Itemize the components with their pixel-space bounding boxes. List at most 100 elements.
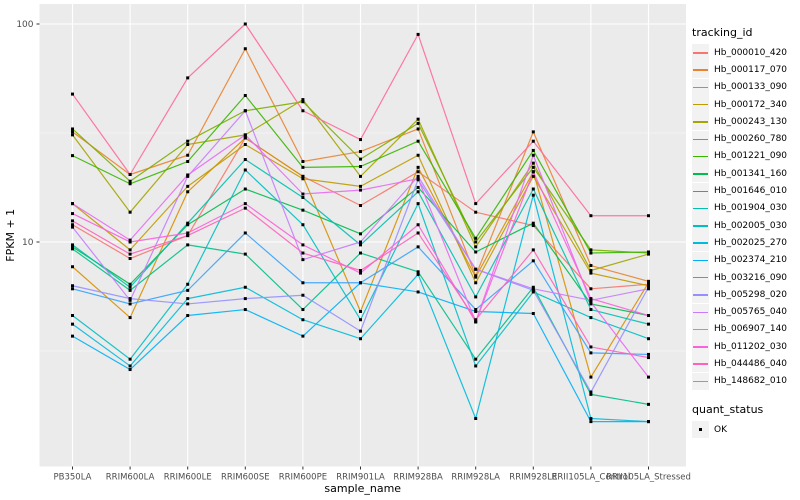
data-point — [531, 174, 535, 178]
legend-item-Hb_002005_030: Hb_002005_030 — [692, 217, 798, 235]
legend-item-label: Hb_000260_780 — [714, 134, 788, 145]
data-point — [474, 320, 478, 324]
data-point — [186, 221, 190, 225]
data-point — [359, 174, 362, 178]
data-point — [71, 265, 74, 269]
legend-key — [692, 165, 709, 183]
data-point — [416, 270, 420, 274]
legend-item-label: Hb_001341_160 — [714, 168, 788, 179]
data-point — [71, 202, 74, 206]
data-point — [243, 143, 247, 147]
legend-item-label: Hb_003216_090 — [714, 272, 788, 283]
data-point — [416, 223, 420, 227]
data-point — [647, 281, 650, 285]
legend-item-Hb_003216_090: Hb_003216_090 — [692, 269, 798, 286]
data-point — [531, 130, 535, 134]
data-point — [301, 174, 305, 178]
data-point — [589, 345, 593, 349]
legend-item-Hb_001221_090: Hb_001221_090 — [692, 147, 798, 165]
data-point — [243, 187, 247, 191]
x-tick-label: RRIM600SE — [221, 473, 270, 483]
legend-line-swatch — [693, 294, 708, 296]
data-point — [647, 314, 650, 318]
data-point — [128, 257, 132, 261]
legend-item-Hb_000243_130: Hb_000243_130 — [692, 113, 798, 131]
data-point — [128, 210, 132, 214]
data-point — [474, 318, 478, 322]
data-point — [589, 298, 593, 302]
data-point — [416, 165, 420, 169]
data-point — [416, 139, 420, 143]
data-point — [589, 392, 593, 396]
legend-item-label: Hb_002374_210 — [714, 255, 788, 266]
data-point — [71, 212, 74, 216]
data-point — [243, 202, 247, 206]
data-point — [186, 184, 190, 188]
data-point — [647, 337, 650, 341]
data-point — [589, 316, 593, 320]
data-point — [301, 192, 305, 196]
data-point — [589, 417, 593, 421]
legend-key — [692, 303, 709, 321]
x-tick-label: RRII105LA_Stressed — [606, 473, 691, 483]
legend-key — [692, 61, 709, 79]
data-point — [647, 352, 650, 356]
data-point — [474, 357, 478, 361]
panel-background — [39, 4, 686, 467]
legend-line-swatch — [693, 259, 708, 262]
data-point — [359, 269, 362, 273]
data-point — [128, 282, 132, 286]
data-point — [186, 139, 190, 143]
data-point — [71, 92, 74, 96]
data-point — [531, 285, 535, 289]
legend-item-Hb_000133_090: Hb_000133_090 — [692, 78, 798, 96]
data-point — [474, 295, 478, 299]
data-point — [589, 251, 593, 255]
data-point — [474, 281, 478, 285]
data-point — [416, 245, 420, 249]
legend-item-label: Hb_001646_010 — [714, 186, 788, 197]
data-point — [589, 297, 593, 301]
data-point — [243, 252, 247, 256]
x-axis-title: sample_name — [324, 482, 401, 495]
y-tick-label: 100 — [16, 20, 33, 30]
data-point — [589, 264, 593, 268]
data-point — [186, 231, 190, 235]
data-point — [531, 193, 535, 197]
quant-status-key — [692, 421, 709, 439]
data-point — [301, 223, 305, 227]
data-point — [301, 100, 305, 104]
legend-item-Hb_001646_010: Hb_001646_010 — [692, 182, 798, 200]
legend-item-Hb_002374_210: Hb_002374_210 — [692, 251, 798, 269]
data-point — [589, 375, 593, 379]
data-point — [589, 214, 593, 218]
data-point — [301, 208, 305, 212]
data-point — [359, 204, 362, 208]
data-point — [128, 298, 132, 302]
data-point — [359, 251, 362, 255]
data-point — [128, 368, 132, 372]
data-point — [128, 297, 132, 301]
data-point — [531, 170, 535, 174]
legend-item-label: Hb_005298_020 — [714, 289, 788, 300]
legend-line-swatch — [693, 380, 708, 383]
quant-status-item: OK — [692, 421, 798, 439]
legend-line-swatch — [693, 363, 708, 365]
data-point — [589, 420, 593, 424]
data-point — [589, 351, 593, 355]
legend-key — [692, 199, 709, 217]
data-point — [359, 337, 362, 341]
square-point-icon — [698, 427, 703, 432]
legend-key — [692, 78, 709, 96]
legend-item-Hb_001904_030: Hb_001904_030 — [692, 199, 798, 217]
data-point — [301, 308, 305, 312]
data-point — [301, 165, 305, 169]
data-point — [128, 182, 132, 186]
legend-line-swatch — [693, 155, 708, 158]
legend-item-label: Hb_000133_090 — [714, 82, 788, 93]
data-point — [243, 158, 247, 162]
data-point — [359, 318, 362, 322]
x-tick-label: RRIM928LA — [451, 473, 500, 483]
legend-item-label: Hb_011202_030 — [714, 341, 788, 352]
data-point — [647, 285, 650, 289]
